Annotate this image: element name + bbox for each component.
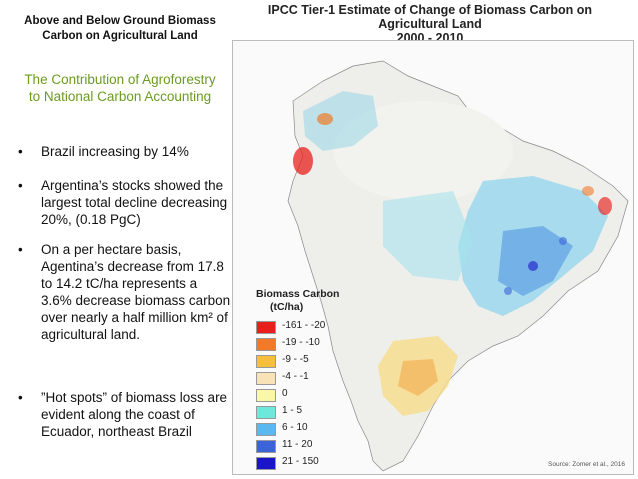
legend-title: Biomass Carbon [256,288,340,300]
ecuador-hotspot [293,147,313,175]
legend-swatch [256,440,276,453]
high-gain-patch [504,287,512,295]
legend-swatch [256,406,276,419]
bullet-text: ”Hot spots” of biomass loss are evident … [41,390,228,439]
bullet-text: Argentina’s stocks showed the largest to… [41,178,228,227]
legend-swatch [256,457,276,470]
legend-item: 0 [256,388,366,402]
legend-swatch [256,321,276,334]
north-andes-zone [303,91,378,151]
legend-label: -161 - -20 [282,320,326,331]
text-panel: Above and Below Ground Biomass Carbon on… [0,0,232,479]
legend-item: 21 - 150 [256,456,366,470]
legend-label: 1 - 5 [282,405,303,416]
legend-unit: (tC/ha) [270,301,304,313]
legend-label: -19 - -10 [282,337,320,348]
legend-swatch [256,389,276,402]
ne-brazil-hotspot [598,197,612,215]
legend-swatch [256,355,276,368]
map-source: Source: Zomer et al., 2016 [548,461,625,468]
legend-item: -19 - -10 [256,337,366,351]
legend-label: 0 [282,388,288,399]
legend-label: 11 - 20 [282,439,313,450]
legend-label: 21 - 150 [282,456,319,467]
legend-label: -4 - -1 [282,371,309,382]
slide-subtitle: The Contribution of Agroforestry to Nati… [24,72,216,104]
map-legend: Biomass Carbon (tC/ha) -161 - -20 -19 - … [256,288,366,470]
bullet-dot: • [18,242,23,257]
bullet-dot: • [18,178,23,193]
legend-item: 6 - 10 [256,422,366,436]
legend-label: -9 - -5 [282,354,309,365]
legend-item: -4 - -1 [256,371,366,385]
legend-swatch [256,423,276,436]
colombia-hotspot [317,113,333,125]
legend-item: 11 - 20 [256,439,366,453]
high-gain-patch [528,261,538,271]
legend-label: 6 - 10 [282,422,308,433]
slide-kicker: Above and Below Ground Biomass Carbon on… [24,15,216,42]
brazil-strong-increase [498,226,573,296]
legend-item: 1 - 5 [256,405,366,419]
bullet-text: On a per hectare basis, Agentina’s decre… [41,242,231,342]
legend-item: -9 - -5 [256,354,366,368]
argentina-hotspot [398,359,438,396]
map-title-line1: IPCC Tier-1 Estimate of Change of Biomas… [267,3,593,31]
bullet-text: Brazil increasing by 14% [41,144,189,159]
bullet-dot: • [18,390,23,405]
high-gain-patch [559,237,567,245]
legend-swatch [256,372,276,385]
legend-swatch [256,338,276,351]
south-america-map [287,60,629,472]
central-brazil-zone [383,191,473,281]
map-title: IPCC Tier-1 Estimate of Change of Biomas… [232,3,628,45]
legend-item: -161 - -20 [256,320,366,334]
map-frame: Biomass Carbon (tC/ha) -161 - -20 -19 - … [232,40,634,475]
bullet-dot: • [18,144,23,159]
map-panel: IPCC Tier-1 Estimate of Change of Biomas… [232,0,638,479]
ne-brazil-hotspot [582,186,594,196]
